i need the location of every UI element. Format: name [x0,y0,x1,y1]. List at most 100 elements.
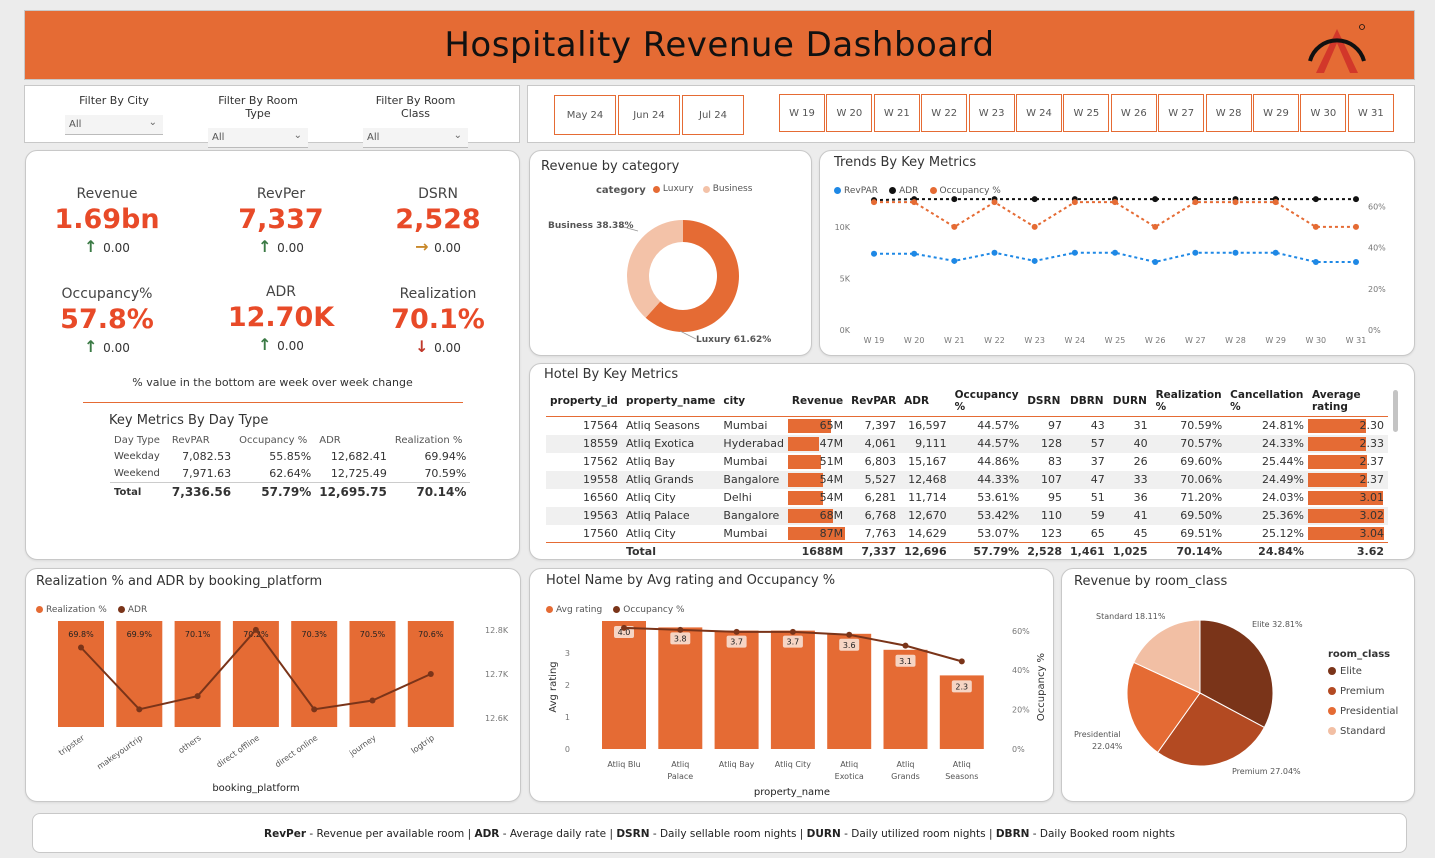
rating-cell: 3.01 [1308,489,1388,507]
property-id-cell: 19558 [546,470,622,489]
bar-value-label: 3.1 [899,657,912,666]
column-header[interactable]: city [719,386,788,417]
bar-Atliq-Palace [658,627,703,749]
room-class-select[interactable]: All ⌄ [363,128,468,148]
trends-title: Trends By Key Metrics [834,155,977,170]
column-header[interactable]: DBRN [1066,386,1109,417]
week-button[interactable]: W 19 [779,94,825,132]
footer-definition: - Daily sellable room nights | [649,828,807,840]
week-button[interactable]: W 21 [873,94,920,132]
dbrn-cell: 47 [1066,470,1109,489]
table-cell: 12,682.41 [330,450,387,463]
elite-slice-label: Elite 32.81% [1252,620,1303,629]
week-button[interactable]: W 28 [1205,94,1252,132]
total-cell: 1,461 [1066,542,1109,561]
kpi-value: 2,528 [395,204,481,235]
property-id-cell: 19563 [546,506,622,525]
table-cell: Weekend [114,468,160,479]
week-button[interactable]: W 26 [1110,94,1157,132]
dbrn-cell: 65 [1090,526,1105,540]
x-tick-label: W 24 [1065,336,1086,345]
week-button[interactable]: W 22 [921,94,968,132]
total-cell: 7,337 [847,542,901,561]
kpi-adr: ADR 12.70K ↑ 0.00 [206,284,356,354]
durn-cell: 33 [1108,470,1152,489]
x-axis-label: booking_platform [212,783,299,794]
cancellation-cell: 24.81% [1262,419,1304,433]
week-button[interactable]: W 30 [1300,94,1347,132]
x-tick-label: W 28 [1225,336,1246,345]
column-header[interactable]: RevPAR [847,386,901,417]
occupancy-point [733,628,740,635]
bar-value-label: 70.6% [418,630,444,639]
data-point [911,199,918,206]
rating-bar [1308,436,1367,451]
column-header[interactable]: Occupancy % [950,386,1024,417]
room-type-select[interactable]: All ⌄ [208,128,308,148]
revenue-value: 54M [819,491,844,504]
filter-room-type: Filter By Room Type All ⌄ [208,94,308,148]
x-tick-label: others [177,733,203,755]
rating-value: 2.33 [1359,437,1385,450]
column-header[interactable]: ADR [900,386,951,417]
column-header[interactable]: Revenue [787,386,848,417]
legend-business: Business [702,184,752,194]
column-header[interactable]: DSRN [1023,386,1066,417]
week-button[interactable]: W 25 [1063,94,1110,132]
column-header[interactable]: property_name [621,386,720,417]
series-line-occupancy [874,201,1356,229]
column-header[interactable]: DURN [1108,386,1152,417]
legend-avg-rating-label: Avg rating [556,604,603,615]
room-class-title: Revenue by room_class [1074,574,1228,589]
kpi-change: → 0.00 [363,237,513,256]
month-button[interactable]: Jul 24 [682,95,744,135]
x-tick-label: makeyourtrip [95,733,144,771]
week-button[interactable]: W 23 [968,94,1015,132]
column-header[interactable]: property_id [546,386,622,417]
week-button[interactable]: W 24 [1016,94,1062,132]
city-cell: Mumbai [723,526,768,540]
filter-city: Filter By City All ⌄ [65,94,163,135]
category-legend-title: category [596,184,646,196]
table-cell: 7,336.56 [167,482,236,501]
durn-cell: 40 [1108,434,1152,453]
column-header[interactable]: Average rating [1308,386,1388,417]
y-tick-label: 0 [565,745,570,754]
legend-dot [117,606,125,613]
x-tick-label: Atliq City [775,760,811,769]
column-header[interactable]: Realization % [1151,386,1227,417]
column-header[interactable]: Cancellation % [1226,386,1308,417]
city-select[interactable]: All ⌄ [65,115,163,135]
occupancy-cell: 53.61% [977,491,1020,504]
data-point [1152,196,1159,203]
property-id-cell: 18559 [546,434,622,453]
month-button[interactable]: May 24 [554,95,616,135]
arrow-up-icon: ↑ [84,337,104,356]
bar-value-bg [670,632,691,645]
table-row: 19558 Atliq Grands Bangalore 54M 5,527 12,468… [546,470,1388,489]
week-button[interactable]: W 20 [826,94,873,132]
x-tick-label: W 20 [904,336,925,345]
legend-dot [36,606,43,613]
data-point [1353,258,1359,265]
table-cell: 12,725.49 [330,467,387,480]
dbrn-cell: 51 [1090,491,1105,504]
occupancy-point [789,628,796,635]
month-button[interactable]: Jun 24 [618,95,680,135]
realization-cell: 70.06% [1151,470,1227,489]
week-button[interactable]: W 27 [1158,94,1205,132]
legend-luxury: Luxury [652,184,694,194]
kpi-change-value: 0.00 [103,341,130,355]
week-button[interactable]: W 29 [1253,94,1299,132]
kpi-change-value: 0.00 [277,339,304,353]
rating-legend: Avg rating Occupancy % [546,598,691,617]
footer-term: DBRN [995,828,1030,840]
week-button[interactable]: W 31 [1347,94,1394,132]
legend-label-standard: Standard [1340,726,1386,737]
legend-label-premium: Premium [1340,686,1385,697]
y2-tick-label: 12.6K [485,714,509,723]
table-scrollbar[interactable] [1393,390,1398,432]
bar-value-label: 70.1% [185,630,211,639]
total-label: Total [621,542,720,561]
room-class-select-value: All [367,132,380,143]
